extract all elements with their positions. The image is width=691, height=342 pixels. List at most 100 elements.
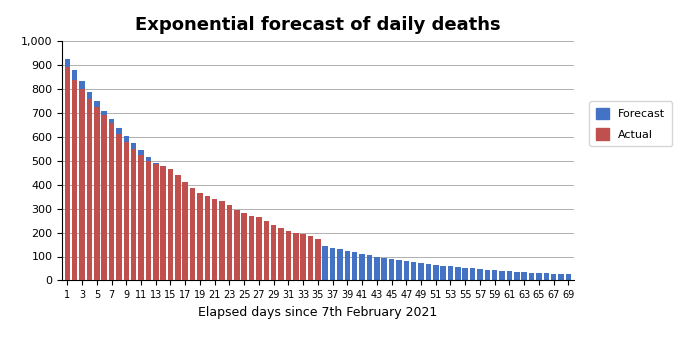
Bar (249, 216, 254, 280)
Bar (293, 238, 299, 280)
Bar (197, 195, 202, 280)
Bar (131, 143, 136, 280)
Bar (175, 181, 180, 280)
Bar (462, 268, 468, 280)
Bar (205, 196, 210, 280)
Bar (168, 169, 173, 280)
Bar (381, 258, 387, 280)
Bar (234, 210, 240, 280)
Bar (470, 268, 475, 280)
Bar (124, 135, 129, 280)
Bar (79, 89, 85, 280)
Bar (536, 273, 542, 280)
X-axis label: Elapsed days since 7th February 2021: Elapsed days since 7th February 2021 (198, 306, 437, 319)
Bar (426, 264, 431, 280)
Bar (507, 271, 512, 280)
Bar (64, 59, 70, 280)
Bar (337, 249, 343, 280)
Bar (94, 107, 100, 280)
Bar (271, 230, 276, 280)
Bar (146, 157, 151, 280)
Bar (72, 70, 77, 280)
Bar (256, 225, 262, 280)
Bar (79, 81, 85, 280)
Bar (108, 119, 114, 280)
Bar (396, 260, 401, 280)
Bar (138, 155, 144, 280)
Legend: Forecast, Actual: Forecast, Actual (589, 101, 672, 146)
Bar (484, 269, 490, 280)
Bar (440, 266, 446, 280)
Bar (219, 208, 225, 280)
Bar (278, 228, 284, 280)
Bar (389, 259, 395, 280)
Bar (86, 92, 92, 280)
Bar (116, 134, 122, 280)
Bar (500, 271, 505, 280)
Bar (323, 246, 328, 280)
Bar (352, 252, 357, 280)
Bar (551, 274, 556, 280)
Bar (301, 234, 306, 280)
Bar (307, 236, 313, 280)
Bar (212, 199, 218, 280)
Bar (359, 254, 365, 280)
Bar (197, 193, 202, 280)
Bar (86, 99, 92, 280)
Bar (227, 205, 232, 280)
Bar (529, 273, 534, 280)
Bar (212, 204, 218, 280)
Bar (72, 80, 77, 280)
Bar (182, 186, 188, 280)
Title: Exponential forecast of daily deaths: Exponential forecast of daily deaths (135, 16, 501, 34)
Bar (190, 188, 196, 280)
Bar (411, 262, 417, 280)
Bar (285, 231, 291, 280)
Bar (514, 272, 520, 280)
Bar (160, 169, 166, 280)
Bar (418, 263, 424, 280)
Bar (116, 128, 122, 280)
Bar (153, 165, 158, 280)
Bar (433, 265, 439, 280)
Bar (227, 211, 232, 280)
Bar (330, 248, 335, 280)
Bar (168, 175, 173, 280)
Bar (160, 166, 166, 280)
Bar (124, 142, 129, 280)
Bar (153, 163, 158, 280)
Bar (307, 242, 313, 280)
Bar (285, 235, 291, 280)
Bar (234, 215, 240, 280)
Bar (522, 272, 527, 280)
Bar (345, 251, 350, 280)
Bar (455, 267, 461, 280)
Bar (544, 273, 549, 280)
Bar (249, 222, 254, 280)
Bar (566, 274, 571, 280)
Bar (64, 67, 70, 280)
Bar (241, 213, 247, 280)
Bar (131, 149, 136, 280)
Bar (263, 227, 269, 280)
Bar (146, 161, 151, 280)
Bar (175, 175, 180, 280)
Bar (219, 201, 225, 280)
Bar (492, 270, 498, 280)
Bar (374, 256, 379, 280)
Bar (94, 101, 100, 280)
Bar (404, 261, 409, 280)
Bar (138, 150, 144, 280)
Bar (448, 266, 453, 280)
Bar (182, 182, 188, 280)
Bar (263, 221, 269, 280)
Bar (241, 219, 247, 280)
Bar (367, 255, 372, 280)
Bar (278, 233, 284, 280)
Bar (477, 269, 483, 280)
Bar (558, 274, 564, 280)
Bar (315, 239, 321, 280)
Bar (108, 123, 114, 280)
Bar (102, 115, 107, 280)
Bar (205, 199, 210, 280)
